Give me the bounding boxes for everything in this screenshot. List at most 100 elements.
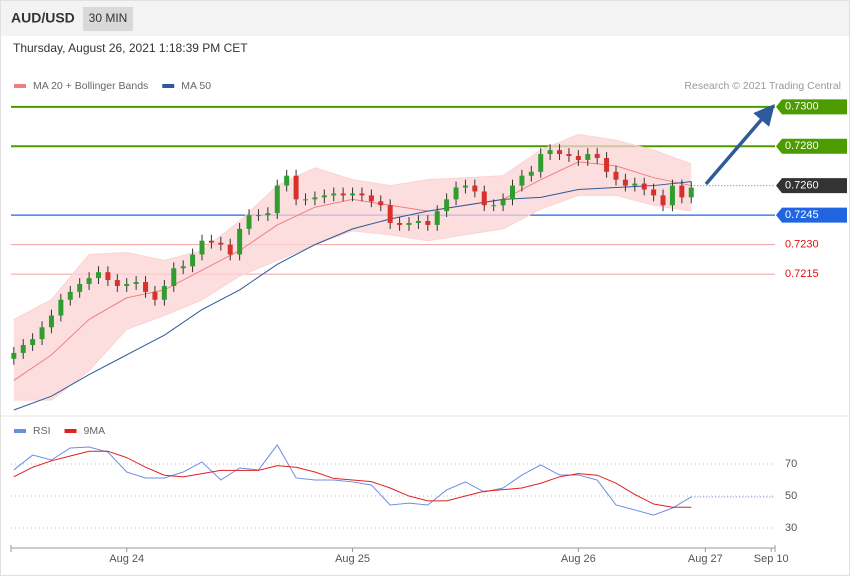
candle-body (171, 268, 177, 286)
level-label: 0.7300 (785, 101, 819, 113)
candle-body (331, 193, 337, 196)
candle-body (679, 185, 685, 198)
price-panel: 0.7300 0.7280 0.7260 0.7245 0.7230 0.7215 MA 2… (11, 80, 847, 411)
candle-body (284, 175, 290, 186)
band-edge (13, 133, 692, 320)
candle-body (387, 205, 393, 223)
band-edge (13, 194, 692, 401)
candle-body (472, 185, 478, 192)
candle-body (293, 175, 299, 200)
candle-body (425, 221, 431, 225)
candle-body (622, 179, 628, 186)
candle-body (444, 199, 450, 212)
timestamp: Thursday, August 26, 2021 1:18:39 PM CET (13, 41, 248, 55)
candle-body (406, 222, 412, 225)
y-tick-label: 30 (785, 522, 797, 534)
candle-body (190, 254, 196, 267)
bollinger-band (13, 134, 692, 401)
candle-body (340, 193, 346, 196)
candle-body (255, 215, 261, 217)
candle-body (133, 282, 139, 284)
candle-body (105, 272, 111, 281)
x-tick-label: Aug 27 (688, 553, 723, 565)
level-label: 0.7215 (785, 268, 819, 280)
candle-body (538, 154, 544, 172)
candle-body (246, 215, 252, 229)
legend-swatch (64, 429, 77, 433)
candle-body (180, 266, 186, 269)
series-line (13, 450, 692, 508)
y-tick-label: 50 (785, 490, 797, 502)
candle-body (58, 299, 64, 316)
candle-body (415, 221, 421, 223)
candle-body (67, 291, 73, 300)
candle-body (528, 171, 534, 176)
candle-body (161, 285, 167, 300)
candle-body (557, 150, 563, 155)
candle-body (594, 154, 600, 158)
candle-body (481, 191, 487, 206)
level-label: 0.7230 (785, 239, 819, 251)
header-bar (1, 1, 849, 36)
x-tick-label: Aug 26 (561, 553, 596, 565)
candle-body (199, 240, 205, 255)
candle-body (218, 242, 224, 245)
level-box (776, 178, 847, 194)
candle-body (632, 183, 638, 186)
candle-body (359, 193, 365, 196)
candle-body (30, 339, 36, 346)
candle-body (152, 291, 158, 300)
x-tick-label: Aug 24 (109, 553, 144, 565)
candle-body (227, 244, 233, 255)
legend-swatch (162, 84, 175, 88)
candle-body (378, 201, 384, 206)
candle-body (660, 195, 666, 206)
candle-body (39, 327, 45, 340)
candle-body (265, 213, 271, 216)
candle-body (20, 345, 26, 353)
candle-body (604, 158, 610, 172)
legend-swatch (14, 84, 26, 88)
credit: Research © 2021 Trading Central (684, 80, 841, 92)
series-line (13, 444, 692, 516)
legend-label: 9MA (84, 425, 106, 437)
candle-body (321, 195, 327, 198)
candle-body (688, 187, 694, 198)
candle-body (500, 199, 506, 206)
candle-body (613, 171, 619, 180)
candle-body (641, 183, 647, 190)
candle-body (302, 199, 308, 201)
candle-body (453, 187, 459, 200)
moving-average (13, 181, 692, 411)
candle-body (77, 284, 83, 292)
symbol: AUD/USD (11, 10, 75, 26)
forecast-arrow (704, 104, 775, 186)
candle-body (124, 284, 130, 286)
legend-label: MA 50 (181, 80, 211, 92)
legend-label: RSI (33, 425, 51, 437)
candle-body (368, 195, 374, 202)
candle-body (397, 222, 403, 225)
candle-body (350, 193, 356, 196)
candle-body (312, 197, 318, 200)
candle-body (274, 185, 280, 214)
candle-body (11, 352, 17, 359)
candle-body (96, 272, 102, 279)
candle-body (585, 154, 591, 160)
legend-label: MA 20 + Bollinger Bands (33, 80, 148, 92)
candle-body (143, 282, 149, 292)
level-box (776, 138, 847, 154)
level-label: 0.7260 (785, 179, 819, 191)
level-box (776, 207, 847, 223)
candle-body (651, 189, 657, 196)
candle-body (48, 315, 54, 328)
x-tick-label: Sep 10 (754, 553, 789, 565)
rsi-panel: 70 50 30 Aug 24 Aug 25 Aug 26 Aug 27 Sep 10 RSI 9… (10, 425, 797, 565)
candle-body (547, 150, 553, 155)
level-label: 0.7280 (785, 140, 819, 152)
candle-body (462, 185, 468, 188)
timeframe: 30 MIN (89, 11, 128, 25)
x-tick-label: Aug 25 (335, 553, 370, 565)
timeframe-box (83, 7, 133, 31)
